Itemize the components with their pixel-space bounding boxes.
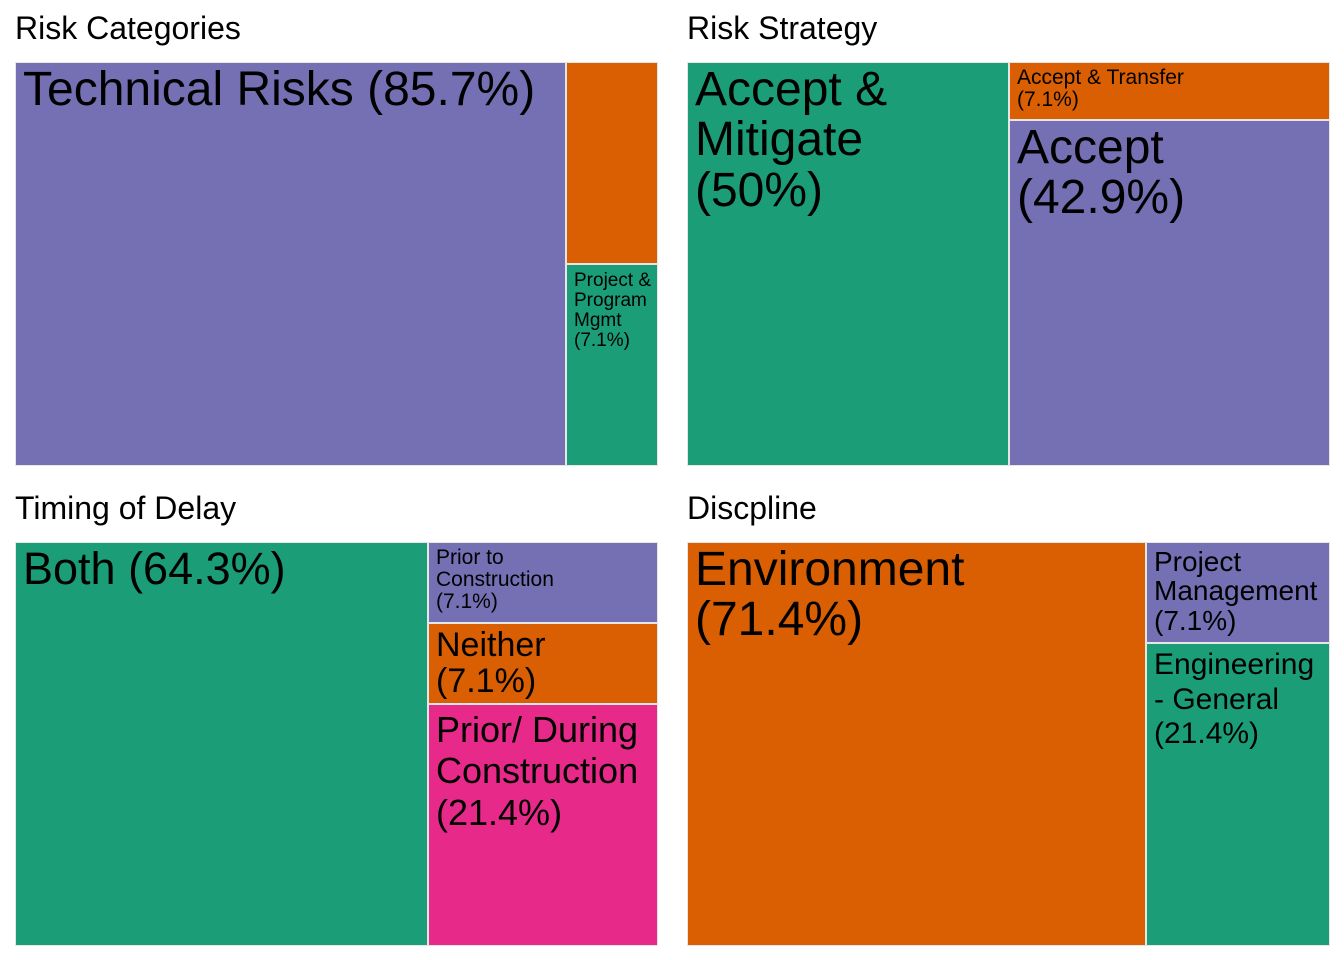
tile-engineering-general: Engineering - General (21.4%) (1146, 643, 1330, 946)
tile-accept-transfer: Accept & Transfer (7.1%) (1009, 62, 1330, 120)
tile-neither: Neither (7.1%) (428, 623, 658, 704)
tile-prior-during-construction: Prior/ During Construction (21.4%) (428, 704, 658, 946)
tile-label: Prior/ During Construction (21.4%) (436, 709, 639, 833)
tile-environment: Environment (71.4%) (687, 542, 1146, 946)
treemap-plot: Both (64.3%) Prior to Construction (7.1%… (15, 542, 658, 946)
tile-both: Both (64.3%) (15, 542, 428, 946)
tile-label: Accept & Mitigate (50%) (695, 63, 888, 217)
tile-label: Accept (42.9%) (1017, 121, 1186, 225)
tile-accept-mitigate: Accept & Mitigate (50%) (687, 62, 1009, 466)
treemap-panel-discipline: Discpline Environment (71.4%) Project Ma… (687, 480, 1330, 946)
tile-label: Technical Risks (85.7%) (23, 63, 536, 116)
tile-project-management: Project Management (7.1%) (1146, 542, 1330, 643)
tile-label: Engineering - General (21.4%) (1154, 648, 1315, 750)
tile-label: Project & Program Mgmt (7.1%) (574, 270, 652, 351)
tile-label: Accept & Transfer (7.1%) (1017, 66, 1184, 112)
treemap-panel-risk-strategy: Risk Strategy Accept & Mitigate (50%) Ac… (687, 0, 1330, 466)
panel-title: Discpline (687, 490, 817, 526)
tile-technical-risks: Technical Risks (85.7%) (15, 62, 566, 466)
treemap-plot: Environment (71.4%) Project Management (… (687, 542, 1330, 946)
panel-title: Risk Strategy (687, 10, 878, 46)
panel-title: Risk Categories (15, 10, 241, 46)
tile-accept: Accept (42.9%) (1009, 120, 1330, 466)
tile-prior-to-construction: Prior to Construction (7.1%) (428, 542, 658, 623)
treemap-panel-timing-of-delay: Timing of Delay Both (64.3%) Prior to Co… (15, 480, 658, 946)
panel-title: Timing of Delay (15, 490, 237, 526)
tile-label: Both (64.3%) (23, 543, 286, 594)
tile-label: Environment (71.4%) (695, 543, 965, 647)
tile-project-program-mgmt: Project & Program Mgmt (7.1%) (566, 264, 658, 466)
tile-label: Neither (7.1%) (436, 626, 546, 700)
treemap-plot: Accept & Mitigate (50%) Accept & Transfe… (687, 62, 1330, 466)
tile-label: Prior to Construction (7.1%) (436, 546, 554, 614)
treemap-plot: Technical Risks (85.7%) Project & Progra… (15, 62, 658, 466)
treemap-panel-risk-categories: Risk Categories Technical Risks (85.7%) … (15, 0, 658, 466)
tile-unlabeled-orange (566, 62, 658, 264)
tile-label: Project Management (7.1%) (1154, 546, 1318, 636)
